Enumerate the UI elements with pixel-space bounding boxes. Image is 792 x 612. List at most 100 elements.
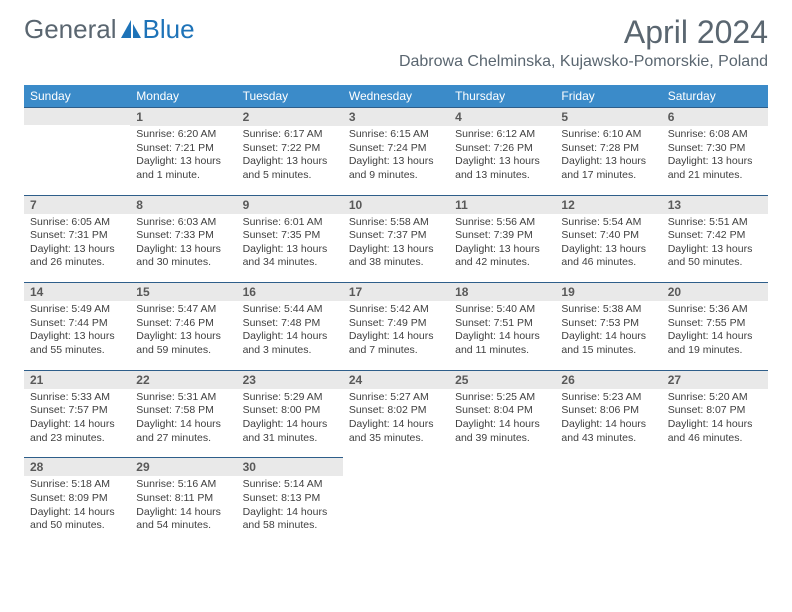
day-cell: 14 Sunrise: 5:49 AMSunset: 7:44 PMDayligh… [24, 282, 130, 364]
daylight-text: Daylight: 14 hours and 39 minutes. [455, 418, 549, 445]
dow-wed: Wednesday [343, 85, 449, 107]
month-title: April 2024 [399, 14, 768, 51]
sunset-text: Sunset: 8:11 PM [136, 492, 230, 506]
sunset-text: Sunset: 7:53 PM [561, 317, 655, 331]
daylight-text: Daylight: 13 hours and 5 minutes. [243, 155, 337, 182]
day-cell: 5Sunrise: 6:10 AMSunset: 7:28 PMDaylight… [555, 107, 661, 189]
day-details: Sunrise: 5:31 AMSunset: 7:58 PMDaylight:… [130, 389, 236, 452]
day-number: 27 [662, 370, 768, 389]
sunrise-text: Sunrise: 6:03 AM [136, 216, 230, 230]
sunset-text: Sunset: 7:31 PM [30, 229, 124, 243]
day-details: Sunrise: 5:36 AMSunset: 7:55 PMDaylight:… [662, 301, 768, 364]
day-number: 30 [237, 457, 343, 476]
day-details: Sunrise: 5:20 AMSunset: 8:07 PMDaylight:… [662, 389, 768, 452]
day-number: 24 [343, 370, 449, 389]
daylight-text: Daylight: 13 hours and 55 minutes. [30, 330, 124, 357]
sunset-text: Sunset: 7:33 PM [136, 229, 230, 243]
dow-tue: Tuesday [237, 85, 343, 107]
day-number: 18 [449, 282, 555, 301]
day-cell: 2Sunrise: 6:17 AMSunset: 7:22 PMDaylight… [237, 107, 343, 189]
day-cell: 28Sunrise: 5:18 AMSunset: 8:09 PMDayligh… [24, 457, 130, 539]
sunset-text: Sunset: 7:37 PM [349, 229, 443, 243]
daylight-text: Daylight: 13 hours and 38 minutes. [349, 243, 443, 270]
day-number: 21 [24, 370, 130, 389]
daylight-text: Daylight: 13 hours and 59 minutes. [136, 330, 230, 357]
sunrise-text: Sunrise: 5:18 AM [30, 478, 124, 492]
day-cell: 4Sunrise: 6:12 AMSunset: 7:26 PMDaylight… [449, 107, 555, 189]
day-number: 14 [24, 282, 130, 301]
day-cell: 15Sunrise: 5:47 AMSunset: 7:46 PMDayligh… [130, 282, 236, 364]
day-cell [662, 457, 768, 539]
day-details: Sunrise: 5:14 AMSunset: 8:13 PMDaylight:… [237, 476, 343, 539]
daylight-text: Daylight: 13 hours and 50 minutes. [668, 243, 762, 270]
sunset-text: Sunset: 7:44 PM [30, 317, 124, 331]
sunset-text: Sunset: 7:46 PM [136, 317, 230, 331]
day-number: 29 [130, 457, 236, 476]
daylight-text: Daylight: 14 hours and 46 minutes. [668, 418, 762, 445]
dow-sun: Sunday [24, 85, 130, 107]
sunset-text: Sunset: 8:00 PM [243, 404, 337, 418]
day-number: 7 [24, 195, 130, 214]
day-details: Sunrise: 5:58 AMSunset: 7:37 PMDaylight:… [343, 214, 449, 277]
day-number: 5 [555, 107, 661, 126]
day-cell: 24Sunrise: 5:27 AMSunset: 8:02 PMDayligh… [343, 370, 449, 452]
sunset-text: Sunset: 8:02 PM [349, 404, 443, 418]
daylight-text: Daylight: 14 hours and 15 minutes. [561, 330, 655, 357]
day-details: Sunrise: 5:33 AMSunset: 7:57 PMDaylight:… [24, 389, 130, 452]
daylight-text: Daylight: 13 hours and 46 minutes. [561, 243, 655, 270]
calendar-body: 1Sunrise: 6:20 AMSunset: 7:21 PMDaylight… [24, 107, 768, 539]
sunrise-text: Sunrise: 6:05 AM [30, 216, 124, 230]
sunset-text: Sunset: 8:07 PM [668, 404, 762, 418]
sunrise-text: Sunrise: 5:20 AM [668, 391, 762, 405]
day-number: 22 [130, 370, 236, 389]
day-number: 3 [343, 107, 449, 126]
day-number: 23 [237, 370, 343, 389]
day-number: 15 [130, 282, 236, 301]
sunrise-text: Sunrise: 5:14 AM [243, 478, 337, 492]
day-details: Sunrise: 5:29 AMSunset: 8:00 PMDaylight:… [237, 389, 343, 452]
sunrise-text: Sunrise: 6:20 AM [136, 128, 230, 142]
day-details: Sunrise: 6:01 AMSunset: 7:35 PMDaylight:… [237, 214, 343, 277]
sunrise-text: Sunrise: 5:44 AM [243, 303, 337, 317]
dow-thu: Thursday [449, 85, 555, 107]
day-cell: 12Sunrise: 5:54 AMSunset: 7:40 PMDayligh… [555, 195, 661, 277]
sunrise-text: Sunrise: 5:16 AM [136, 478, 230, 492]
sunrise-text: Sunrise: 5:51 AM [668, 216, 762, 230]
day-details: Sunrise: 5:23 AMSunset: 8:06 PMDaylight:… [555, 389, 661, 452]
day-cell: 17Sunrise: 5:42 AMSunset: 7:49 PMDayligh… [343, 282, 449, 364]
daylight-text: Daylight: 13 hours and 17 minutes. [561, 155, 655, 182]
day-details: Sunrise: 5:44 AMSunset: 7:48 PMDaylight:… [237, 301, 343, 364]
sunset-text: Sunset: 7:42 PM [668, 229, 762, 243]
sunset-text: Sunset: 7:30 PM [668, 142, 762, 156]
day-cell [343, 457, 449, 539]
day-number: 4 [449, 107, 555, 126]
daylight-text: Daylight: 13 hours and 26 minutes. [30, 243, 124, 270]
sunrise-text: Sunrise: 5:23 AM [561, 391, 655, 405]
daylight-text: Daylight: 14 hours and 54 minutes. [136, 506, 230, 533]
day-number: 17 [343, 282, 449, 301]
logo: General Blue [24, 14, 195, 45]
day-details: Sunrise: 5:38 AMSunset: 7:53 PMDaylight:… [555, 301, 661, 364]
day-details: Sunrise: 6:08 AMSunset: 7:30 PMDaylight:… [662, 126, 768, 189]
day-cell: 27Sunrise: 5:20 AMSunset: 8:07 PMDayligh… [662, 370, 768, 452]
day-details: Sunrise: 6:20 AMSunset: 7:21 PMDaylight:… [130, 126, 236, 189]
day-cell: 13 Sunrise: 5:51 AMSunset: 7:42 PMDayligh… [662, 195, 768, 277]
day-cell: 30Sunrise: 5:14 AMSunset: 8:13 PMDayligh… [237, 457, 343, 539]
day-details: Sunrise: 6:05 AMSunset: 7:31 PMDaylight:… [24, 214, 130, 277]
day-details: Sunrise: 5:18 AMSunset: 8:09 PMDaylight:… [24, 476, 130, 539]
day-cell [449, 457, 555, 539]
empty-lead [24, 107, 130, 125]
day-details: Sunrise: 5:47 AMSunset: 7:46 PMDaylight:… [130, 301, 236, 364]
sunset-text: Sunset: 7:21 PM [136, 142, 230, 156]
calendar-table: Sunday Monday Tuesday Wednesday Thursday… [24, 85, 768, 539]
dow-fri: Friday [555, 85, 661, 107]
day-number: 13 [662, 195, 768, 214]
header: General Blue April 2024 Dabrowa Chelmins… [0, 0, 792, 77]
title-block: April 2024 Dabrowa Chelminska, Kujawsko-… [399, 14, 768, 71]
sunset-text: Sunset: 7:39 PM [455, 229, 549, 243]
sunrise-text: Sunrise: 5:49 AM [30, 303, 124, 317]
sunset-text: Sunset: 7:24 PM [349, 142, 443, 156]
day-cell: 26Sunrise: 5:23 AMSunset: 8:06 PMDayligh… [555, 370, 661, 452]
sunset-text: Sunset: 8:04 PM [455, 404, 549, 418]
location-text: Dabrowa Chelminska, Kujawsko-Pomorskie, … [399, 53, 768, 71]
